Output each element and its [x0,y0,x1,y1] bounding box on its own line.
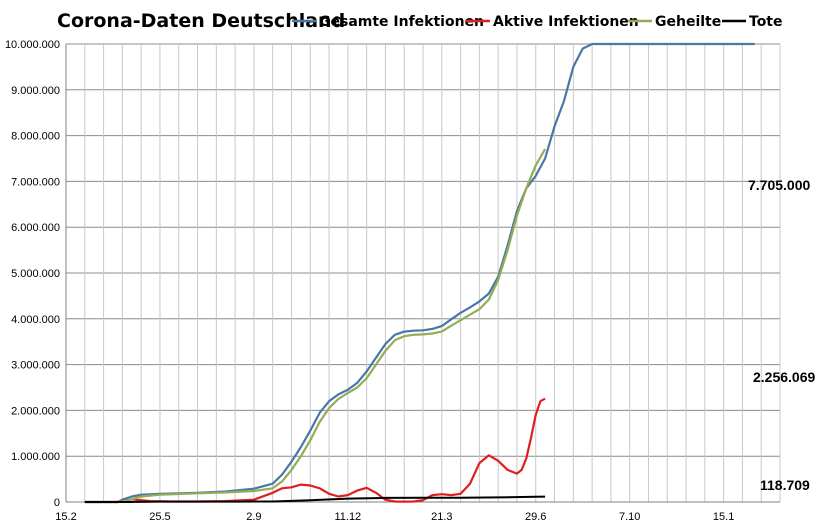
x-tick-labels: 15.2 25.5 2.9 11.12 21.3 29.6 7.10 15.1 [55,511,734,523]
y-tick-label: 3.000.000 [11,360,60,372]
y-tick-label: 10.000.000 [5,39,60,51]
legend-label: Aktive Infektionen [493,14,639,30]
x-tick-label: 2.9 [246,511,261,523]
annotations: 7.705.000 2.256.069 118.709 [748,177,815,493]
legend-label: Geheilte [655,14,721,30]
x-tick-label: 15.1 [713,511,734,523]
y-tick-label: 1.000.000 [11,451,60,463]
x-tick-label: 29.6 [525,511,546,523]
x-tick-label: 25.5 [149,511,170,523]
series-layer [84,42,755,504]
series-line-0 [84,42,755,504]
y-tick-label: 2.000.000 [11,405,60,417]
x-tick-label: 11.12 [334,511,361,523]
y-tick-label: 9.000.000 [11,85,60,97]
legend-label: Gesamte Infektionen [319,14,484,30]
legend-label: Tote [749,14,783,30]
value-annotation: 2.256.069 [753,369,815,385]
y-tick-label: 0 [54,497,60,509]
value-annotation: 7.705.000 [748,177,810,193]
series-line-2 [84,148,547,504]
value-annotation: 118.709 [760,477,810,493]
x-tick-label: 15.2 [55,511,76,523]
y-tick-label: 6.000.000 [11,222,60,234]
y-tick-labels: 0 1.000.000 2.000.000 3.000.000 4.000.000 5.0… [5,39,60,509]
y-tick-label: 7.000.000 [11,176,60,188]
x-tick-label: 21.3 [431,511,452,523]
y-tick-label: 4.000.000 [11,314,60,326]
series-line-3 [84,495,546,503]
y-tick-label: 8.000.000 [11,131,60,143]
legend: Gesamte Infektionen Aktive Infektionen Geh… [292,14,783,30]
y-tick-label: 5.000.000 [11,268,60,280]
chart-title: Corona-Daten Deutschland [57,10,345,32]
x-tick-label: 7.10 [619,511,640,523]
